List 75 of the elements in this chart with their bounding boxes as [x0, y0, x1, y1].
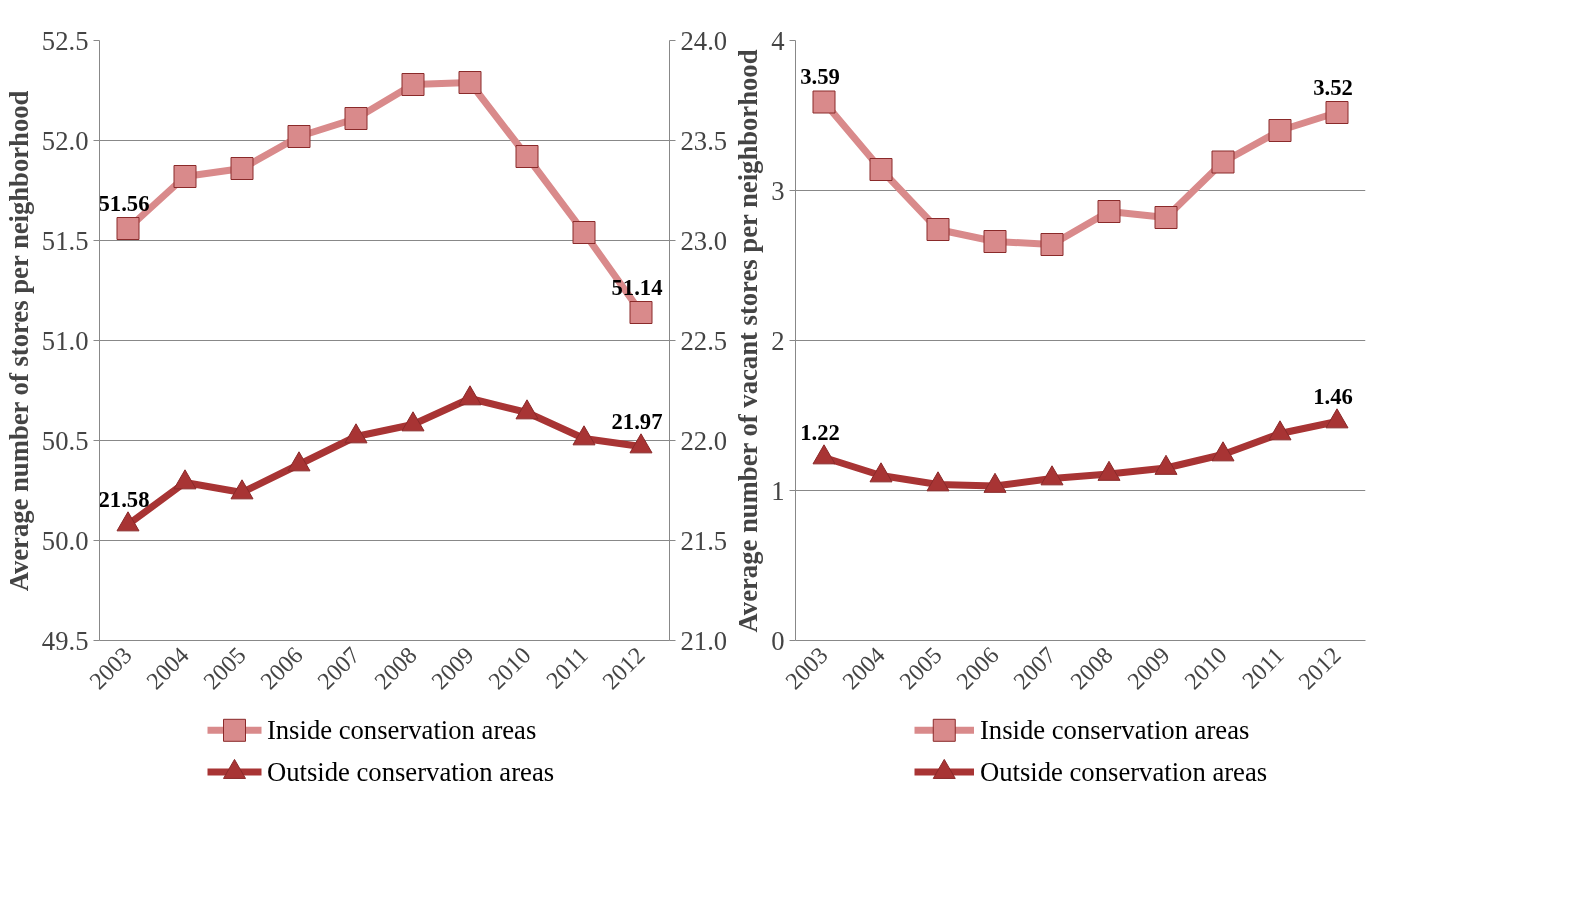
point: [1211, 150, 1235, 174]
point: [344, 107, 368, 130]
point: [1154, 454, 1178, 475]
point: [230, 479, 254, 500]
point: [173, 469, 197, 490]
point: [1268, 119, 1292, 142]
y2-tick-label: 21.0: [680, 625, 728, 656]
legend-label: Outside conservation areas: [979, 757, 1268, 788]
y-tick-label: 0: [771, 625, 785, 656]
point: [116, 217, 140, 240]
point: [1325, 408, 1349, 429]
y-tick-label: 52.5: [41, 25, 89, 56]
point: [629, 301, 653, 324]
data-label: 21.97: [611, 408, 663, 434]
point: [869, 158, 893, 181]
point: [1325, 101, 1349, 124]
data-label: 3.52: [1313, 74, 1353, 100]
point: [983, 472, 1007, 493]
legend-label: Inside conservation areas: [266, 715, 537, 746]
point: [926, 218, 950, 241]
point: [1040, 233, 1064, 256]
y-tick-label: 2: [771, 325, 785, 356]
point: [1040, 465, 1064, 486]
legend-label: Inside conservation areas: [979, 715, 1250, 746]
point: [287, 125, 311, 148]
point: [230, 157, 254, 180]
y2-tick-label: 21.5: [680, 525, 728, 556]
y-tick-label: 50.5: [41, 425, 89, 456]
point: [1097, 200, 1121, 223]
x-tick-label: 2011: [1237, 641, 1289, 694]
point: [1211, 441, 1235, 462]
point: [173, 165, 197, 188]
point: [515, 399, 539, 420]
y-axis-title: Average number of vacant stores per neighborhood: [733, 49, 764, 633]
data-label: 21.58: [98, 486, 150, 512]
point: [1097, 460, 1121, 481]
y2-tick-label: 23.5: [680, 125, 728, 156]
point: [812, 444, 836, 465]
point: [926, 471, 950, 492]
y-tick-label: 52.0: [41, 125, 89, 156]
y-tick-label: 51.0: [41, 325, 89, 356]
y2-tick-label: 24.0: [680, 25, 728, 56]
point: [515, 145, 539, 168]
y2-tick-label: 23.0: [680, 225, 728, 256]
point: [1268, 420, 1292, 441]
y-tick-label: 49.5: [41, 625, 89, 656]
y-tick-label: 3: [771, 175, 785, 206]
point: [458, 385, 482, 406]
y-tick-label: 51.5: [41, 225, 89, 256]
y-axis-title: Average number of stores per neighborhood: [3, 90, 34, 592]
data-label: 1.22: [800, 419, 840, 445]
point: [983, 230, 1007, 253]
y-tick-label: 50.0: [41, 525, 89, 556]
point: [572, 425, 596, 446]
point: [812, 90, 836, 114]
data-label: 3.59: [800, 64, 840, 89]
point: [401, 411, 425, 432]
y-tick-label: 4: [771, 25, 785, 56]
data-label: 51.56: [98, 190, 150, 216]
legend-label: Outside conservation areas: [266, 757, 555, 788]
point: [344, 423, 368, 444]
point: [287, 451, 311, 472]
point: [401, 73, 425, 96]
point: [629, 433, 653, 454]
point: [116, 511, 140, 532]
point: [458, 71, 482, 94]
data-label: 51.14: [611, 274, 663, 300]
y-tick-label: 1: [771, 475, 785, 506]
y2-tick-label: 22.5: [680, 325, 728, 356]
data-label: 1.46: [1313, 383, 1353, 409]
point: [869, 462, 893, 483]
point: [572, 221, 596, 244]
x-tick-label: 2011: [541, 641, 593, 694]
point: [1154, 206, 1178, 229]
y2-tick-label: 22.0: [680, 425, 728, 456]
